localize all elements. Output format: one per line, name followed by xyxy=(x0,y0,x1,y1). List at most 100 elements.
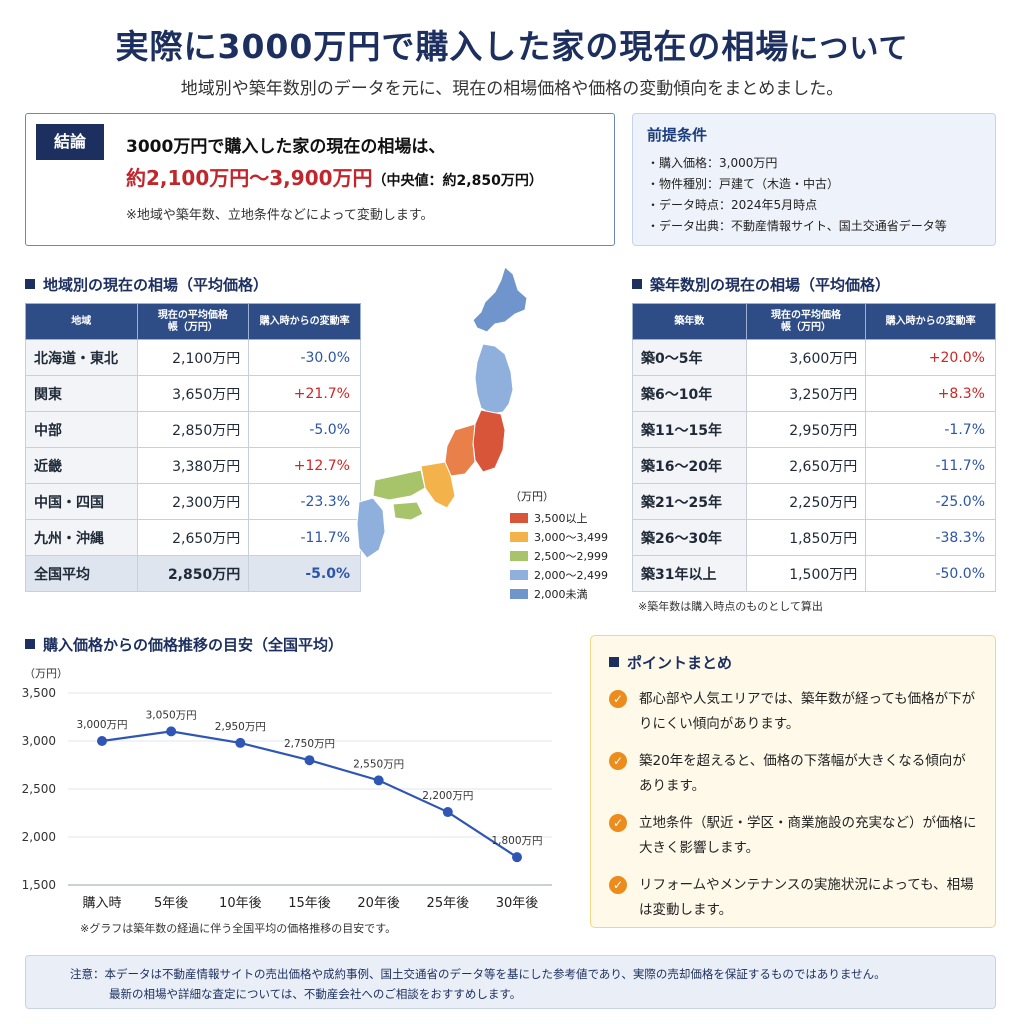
row-label: 築16〜20年 xyxy=(632,447,747,484)
conclusion-median: （中央値：約2,850万円） xyxy=(372,173,543,189)
data-label: 2,200万円 xyxy=(422,790,473,802)
table-row: 北海道・東北 2,100万円 -30.0% xyxy=(25,339,361,376)
y-tick-label: 3,500 xyxy=(22,686,56,700)
table-row: 中国・四国 2,300万円 -23.3% xyxy=(25,483,361,520)
change-cell: -5.0% xyxy=(248,411,361,448)
square-icon xyxy=(25,639,35,649)
row-label: 築6〜10年 xyxy=(632,375,747,412)
column-header: 地域 xyxy=(25,303,138,340)
data-point xyxy=(97,736,107,746)
map-region-kanto xyxy=(472,409,506,473)
data-point xyxy=(373,775,384,786)
row-label: 全国平均 xyxy=(25,555,138,592)
y-tick-label: 2,500 xyxy=(22,782,56,796)
region-table: 地域 現在の平均価格 帳（万円） 購入時からの変動率 北海道・東北 2,100万円… xyxy=(25,303,361,592)
footer-line: 注意：本データは不動産情報サイトの売出価格や成約事例、国土交通省のデータ等を基に… xyxy=(70,967,886,981)
data-label: 1,800万円 xyxy=(491,835,542,847)
data-point xyxy=(166,726,177,737)
price-cell: 2,250万円 xyxy=(745,483,867,520)
table-header-row: 地域 現在の平均価格 帳（万円） 購入時からの変動率 xyxy=(25,303,361,340)
legend-item: 2,000〜2,499 xyxy=(510,565,608,584)
change-cell: -38.3% xyxy=(865,519,996,556)
change-cell: -1.7% xyxy=(865,411,996,448)
row-label: 関東 xyxy=(25,375,138,412)
points-box: ポイントまとめ ✓ 都心部や人気エリアでは、築年数が経っても価格が下がりにくい傾向… xyxy=(590,635,996,928)
square-icon xyxy=(609,657,619,667)
column-header: 築年数 xyxy=(632,303,747,340)
price-cell: 3,600万円 xyxy=(745,339,867,376)
y-tick-label: 1,500 xyxy=(22,878,56,892)
region-section-title: 地域別の現在の相場（平均価格） xyxy=(25,274,268,295)
data-label: 3,000万円 xyxy=(76,719,127,731)
premise-box: 前提条件 ・購入価格：3,000万円 ・物件種別：戸建て（木造・中古） ・データ… xyxy=(632,113,996,246)
legend-swatch xyxy=(510,569,528,580)
table-row: 築11〜15年 2,950万円 -1.7% xyxy=(632,411,996,448)
change-cell: -23.3% xyxy=(248,483,361,520)
conclusion-range: 約2,100万円〜3,900万円（中央値：約2,850万円） xyxy=(126,166,543,190)
table-row: 築21〜25年 2,250万円 -25.0% xyxy=(632,483,996,520)
premise-item: ・購入価格：3,000万円 xyxy=(647,156,778,170)
conclusion-box: 結論 3000万円で購入した家の現在の相場は、 約2,100万円〜3,900万円… xyxy=(25,113,615,246)
change-cell: -50.0% xyxy=(865,555,996,592)
table-row: 築0〜5年 3,600万円 +20.0% xyxy=(632,339,996,376)
check-icon: ✓ xyxy=(609,876,627,894)
square-icon xyxy=(25,279,35,289)
footer-line: 最新の相場や詳細な査定については、不動産会社へのご相談をおすすめします。 xyxy=(109,987,522,1001)
map-region-chugoku xyxy=(372,469,426,501)
point-item: ✓ 築20年を超えると、価格の下落幅が大きくなる傾向があります。 xyxy=(609,749,977,799)
premise-item: ・データ出典：不動産情報サイト、国土交通省データ等 xyxy=(647,219,947,233)
legend-unit: （万円） xyxy=(510,490,554,503)
change-cell: -30.0% xyxy=(248,339,361,376)
check-icon: ✓ xyxy=(609,752,627,770)
legend-label: 2,000未満 xyxy=(534,587,588,601)
trend-note: ※グラフは築年数の経過に伴う全国平均の価格推移の目安です。 xyxy=(80,922,397,935)
premise-title: 前提条件 xyxy=(647,126,708,144)
column-header: 購入時からの変動率 xyxy=(248,303,361,340)
map-region-hokkaido xyxy=(472,266,528,333)
table-row: 築31年以上 1,500万円 -50.0% xyxy=(632,555,996,592)
price-cell: 2,850万円 xyxy=(136,555,250,592)
change-cell: +21.7% xyxy=(248,375,361,412)
legend-swatch xyxy=(510,588,528,599)
change-cell: -25.0% xyxy=(865,483,996,520)
point-text: 立地条件（駅近・学区・商業施設の充実など）が価格に大きく影響します。 xyxy=(639,815,977,856)
price-cell: 3,650万円 xyxy=(136,375,250,412)
column-header: 現在の平均価格 帳（万円） xyxy=(136,303,250,340)
conclusion-note: ※地域や築年数、立地条件などによって変動します。 xyxy=(126,208,434,223)
point-item: ✓ 立地条件（駅近・学区・商業施設の充実など）が価格に大きく影響します。 xyxy=(609,811,977,861)
legend-item: 2,000未満 xyxy=(510,584,608,603)
page-subtitle: 地域別や築年数別のデータを元に、現在の相場価格や価格の変動傾向をまとめました。 xyxy=(180,79,844,99)
price-cell: 2,950万円 xyxy=(745,411,867,448)
change-cell: -11.7% xyxy=(865,447,996,484)
point-item: ✓ リフォームやメンテナンスの実施状況によっても、相場は変動します。 xyxy=(609,873,977,923)
age-table: 築年数 現在の平均価格 帳（万円） 購入時からの変動率 築0〜5年 3,600万円… xyxy=(632,303,996,592)
y-axis-unit: （万円） xyxy=(24,667,68,680)
map-region-chubu xyxy=(444,423,476,477)
x-tick-label: 20年後 xyxy=(357,896,400,911)
page-title: 実際に3000万円で購入した家の現在の相場について xyxy=(115,27,909,66)
row-label: 中国・四国 xyxy=(25,483,138,520)
row-label: 中部 xyxy=(25,411,138,448)
x-tick-label: 5年後 xyxy=(154,896,188,911)
trend-section-title: 購入価格からの価格推移の目安（全国平均） xyxy=(25,634,343,655)
row-label: 近畿 xyxy=(25,447,138,484)
data-point xyxy=(512,852,522,863)
point-text: 都心部や人気エリアでは、築年数が経っても価格が下がりにくい傾向があります。 xyxy=(639,691,976,732)
x-tick-label: 15年後 xyxy=(288,896,331,911)
age-section-title: 築年数別の現在の相場（平均価格） xyxy=(632,274,890,295)
point-text: 築20年を超えると、価格の下落幅が大きくなる傾向があります。 xyxy=(639,753,966,794)
table-row: 中部 2,850万円 -5.0% xyxy=(25,411,361,448)
legend-label: 2,500〜2,999 xyxy=(534,549,608,563)
square-icon xyxy=(632,279,642,289)
y-tick-label: 3,000 xyxy=(22,734,56,748)
table-row: 近畿 3,380万円 +12.7% xyxy=(25,447,361,484)
table-header-row: 築年数 現在の平均価格 帳（万円） 購入時からの変動率 xyxy=(632,303,996,340)
data-label: 2,950万円 xyxy=(215,721,266,733)
legend-swatch xyxy=(510,512,528,523)
table-row: 築26〜30年 1,850万円 -38.3% xyxy=(632,519,996,556)
data-label: 2,750万円 xyxy=(284,738,335,750)
premise-item: ・物件種別：戸建て（木造・中古） xyxy=(647,177,840,191)
legend-item: 3,000〜3,499 xyxy=(510,527,608,546)
data-point xyxy=(442,807,453,818)
